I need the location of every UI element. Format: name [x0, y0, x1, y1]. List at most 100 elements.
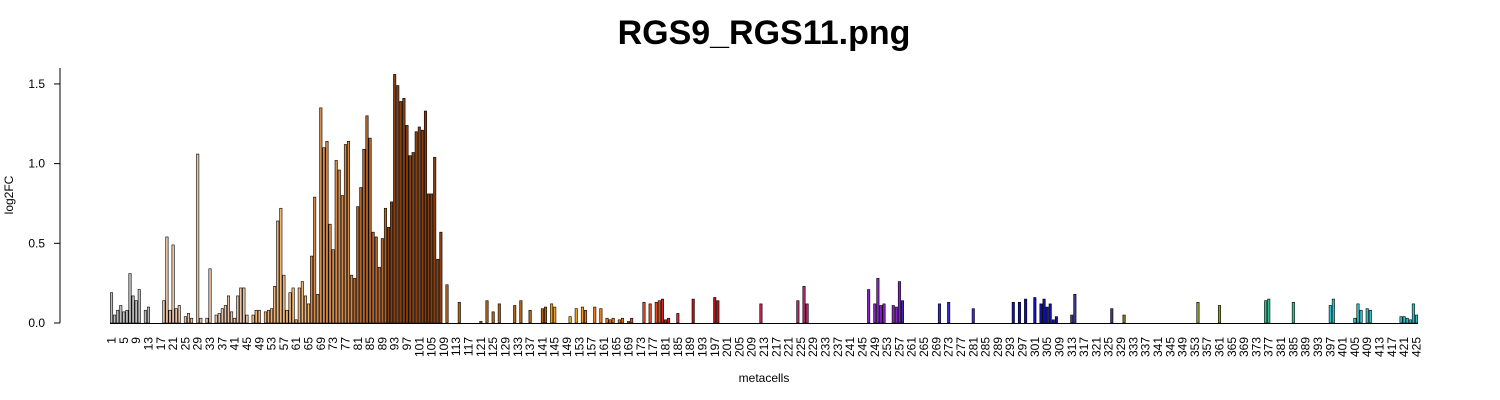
bar-metacell-5 [122, 311, 126, 324]
bar-metacell-182 [667, 317, 671, 324]
x-tick-label: 277 [954, 337, 968, 357]
x-tick-label: 309 [1052, 337, 1066, 357]
x-tick-label: 321 [1089, 337, 1103, 357]
x-tick-label: 65 [302, 337, 316, 351]
bar-metacell-26 [186, 313, 190, 324]
bar-metacell-51 [263, 311, 267, 324]
bar-metacell-212 [759, 303, 763, 324]
bar-metacell-13 [146, 306, 150, 324]
bar-metacell-49 [257, 309, 261, 324]
bar-metacell-354 [1196, 301, 1200, 324]
x-tick-label: 237 [831, 337, 845, 357]
bar-metacell-307 [1051, 319, 1055, 324]
bar-metacell-66 [310, 255, 314, 324]
x-tick-label: 425 [1409, 337, 1423, 357]
bar-metacell-78 [347, 141, 351, 324]
bar-metacell-3 [116, 309, 120, 324]
bar-metacell-125 [491, 311, 495, 324]
x-tick-label: 289 [991, 337, 1005, 357]
bar-metacell-62 [297, 287, 301, 324]
bar-metacell-95 [399, 101, 403, 324]
bar-metacell-142 [543, 306, 547, 324]
bar-metacell-94 [396, 85, 400, 324]
bar-metacell-65 [307, 303, 311, 324]
x-tick-label: 109 [437, 337, 451, 357]
bar-metacell-37 [220, 308, 224, 324]
bar-metacell-45 [245, 314, 249, 324]
bar-metacell-90 [383, 207, 387, 324]
bar-metacell-61 [294, 319, 298, 324]
x-tick-label: 401 [1336, 337, 1350, 357]
x-tick-label: 77 [338, 337, 352, 351]
bar-metacell-81 [356, 206, 360, 324]
x-tick-label: 381 [1274, 337, 1288, 357]
x-tick-label: 293 [1003, 337, 1017, 357]
bar-metacell-10 [137, 289, 141, 324]
x-tick-label: 377 [1262, 337, 1276, 357]
x-tick-label: 249 [868, 337, 882, 357]
x-tick-label: 257 [892, 337, 906, 357]
bar-metacell-162 [605, 317, 609, 324]
bar-metacell-69 [319, 107, 323, 324]
x-tick-label: 117 [462, 337, 476, 356]
bar-metacell-22 [174, 308, 178, 324]
bar-metacell-25 [183, 316, 187, 324]
bar-metacell-53 [270, 308, 274, 324]
bar-metacell-127 [497, 303, 501, 324]
bar-metacell-163 [608, 319, 612, 324]
bar-metacell-170 [630, 317, 634, 324]
bar-metacell-180 [660, 298, 664, 324]
chart-title: RGS9_RGS11.png [618, 14, 911, 52]
x-tick-label: 369 [1237, 337, 1251, 357]
y-tick-label: 0.5 [28, 236, 45, 250]
bar-metacell-38 [223, 305, 227, 324]
bar-metacell-89 [380, 238, 384, 324]
bar-metacell-44 [242, 287, 246, 324]
bar-metacell-56 [279, 207, 283, 324]
bar-metacell-154 [580, 306, 584, 324]
x-tick-label: 213 [757, 337, 771, 357]
x-tick-label: 93 [388, 337, 402, 351]
x-tick-label: 261 [905, 337, 919, 357]
bar-metacell-137 [528, 309, 532, 324]
x-tick-label: 69 [314, 337, 328, 351]
x-tick-label: 349 [1176, 337, 1190, 357]
bar-metacell-60 [291, 287, 295, 324]
x-tick-label: 201 [720, 337, 734, 357]
bar-metacell-270 [937, 303, 941, 324]
bar-metacell-247 [867, 289, 871, 324]
x-tick-label: 353 [1188, 337, 1202, 357]
x-tick-label: 141 [535, 337, 549, 357]
bar-metacell-398 [1331, 298, 1335, 324]
bar-metacell-298 [1024, 298, 1028, 324]
bar-metacell-75 [337, 169, 341, 324]
x-tick-label: 365 [1225, 337, 1239, 357]
x-tick-label: 5 [117, 337, 131, 344]
bar-metacell-33 [208, 268, 212, 324]
bar-metacell-174 [642, 301, 646, 324]
bar-metacell-397 [1328, 305, 1332, 324]
bar-metacell-145 [553, 306, 557, 324]
bar-metacell-132 [513, 305, 517, 324]
y-axis-label: log2FC [2, 175, 16, 214]
x-tick-label: 57 [277, 337, 291, 351]
bar-metacell-141 [540, 308, 544, 324]
x-tick-label: 49 [252, 337, 266, 351]
x-tick-label: 53 [265, 337, 279, 351]
bar-metacell-155 [583, 309, 587, 324]
bar-metacell-18 [162, 300, 166, 324]
x-tick-label: 397 [1323, 337, 1337, 357]
bar-metacell-82 [359, 187, 363, 324]
x-tick-label: 301 [1028, 337, 1042, 357]
bar-metacell-1 [110, 292, 114, 324]
bar-metacell-281 [971, 308, 975, 324]
bar-metacell-190 [691, 298, 695, 324]
bar-metacell-88 [377, 266, 381, 324]
bar-metacell-96 [402, 97, 406, 324]
bar-metacell-77 [343, 144, 347, 324]
x-tick-label: 241 [843, 337, 857, 357]
bar-metacell-423 [1408, 319, 1412, 324]
bar-metacell-48 [254, 309, 258, 324]
bar-metacell-406 [1356, 303, 1360, 324]
bar-metacell-104 [427, 193, 431, 324]
